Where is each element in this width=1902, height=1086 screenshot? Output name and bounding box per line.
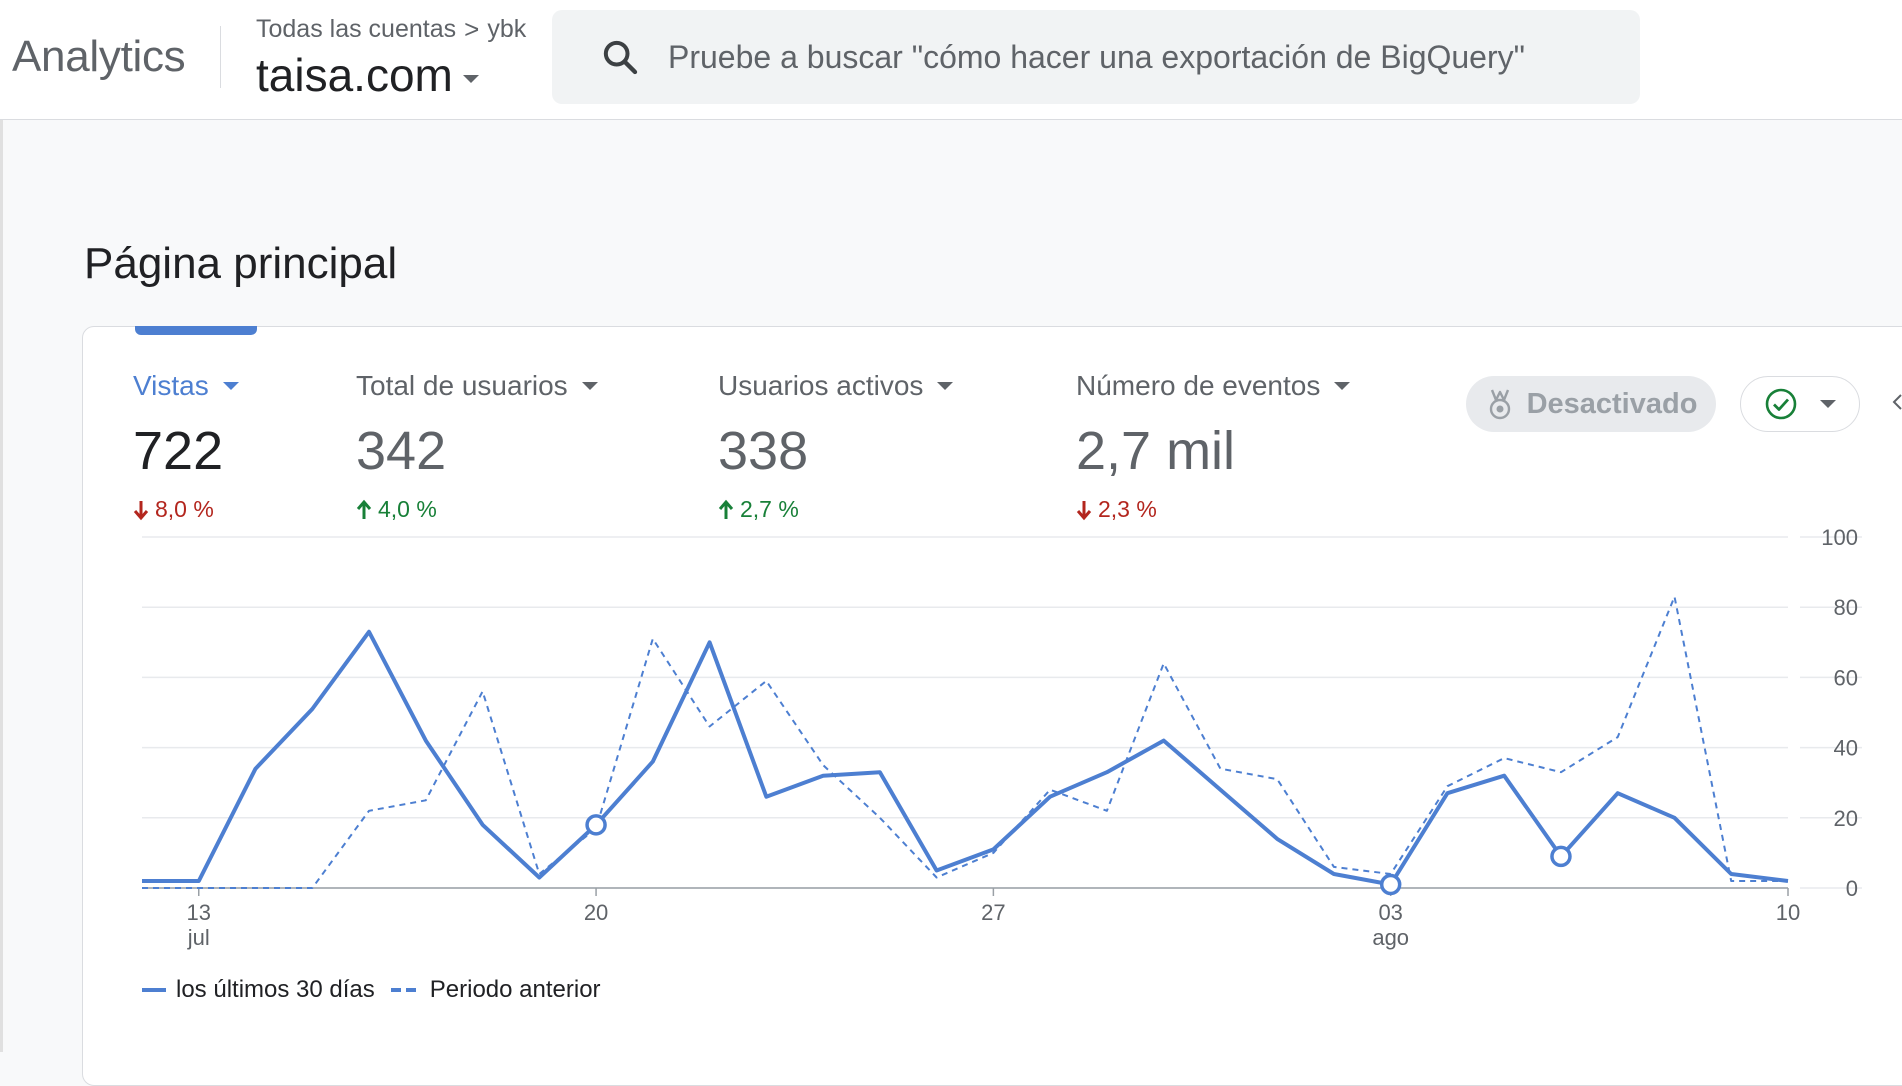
check-circle-icon	[1765, 388, 1797, 420]
chevron-down-icon	[1820, 400, 1836, 408]
breadcrumb-account[interactable]: ybk	[487, 15, 527, 43]
metric-event-count[interactable]: Número de eventos 2,7 mil 2,3 %	[1076, 370, 1351, 523]
metric-label-text: Número de eventos	[1076, 370, 1321, 401]
legend-swatch-solid	[142, 988, 166, 992]
metric-label-text: Usuarios activos	[718, 370, 924, 401]
metric-change: 8,0 %	[133, 496, 239, 523]
property-selector[interactable]: taisa.com	[256, 48, 479, 102]
overview-card	[82, 326, 1902, 1086]
metric-change-value: 8,0 %	[155, 496, 214, 522]
search-icon	[603, 40, 638, 75]
metric-change: 2,7 %	[718, 496, 953, 523]
metric-value: 2,7 mil	[1076, 421, 1236, 481]
metric-label[interactable]: Usuarios activos	[718, 370, 954, 402]
arrow-up-icon	[356, 499, 372, 519]
metric-change: 4,0 %	[356, 496, 598, 523]
arrow-up-icon	[718, 499, 734, 519]
metric-value: 342	[356, 421, 447, 481]
metric-label[interactable]: Vistas	[133, 370, 239, 402]
chevron-down-icon	[581, 382, 598, 390]
chevron-down-icon	[937, 382, 954, 390]
metric-views[interactable]: Vistas 722 8,0 %	[133, 370, 239, 523]
arrow-down-icon	[1076, 500, 1092, 520]
insights-disabled-button[interactable]: Desactivado	[1466, 376, 1716, 432]
metric-value: 338	[718, 421, 809, 481]
top-bar: Analytics Todas las cuentas > ybk taisa.…	[0, 0, 1902, 120]
breadcrumb-root[interactable]: Todas las cuentas	[256, 15, 457, 43]
chevron-down-icon	[462, 75, 479, 83]
chevron-down-icon	[1334, 382, 1351, 390]
metric-total-users[interactable]: Total de usuarios 342 4,0 %	[356, 370, 598, 523]
active-tab-indicator	[135, 326, 257, 335]
property-name: taisa.com	[256, 49, 453, 101]
metric-label[interactable]: Total de usuarios	[356, 370, 598, 402]
metric-change: 2,3 %	[1076, 496, 1350, 523]
chevron-down-icon	[222, 382, 239, 390]
left-rail	[0, 120, 3, 1052]
page-title: Página principal	[84, 239, 398, 289]
breadcrumb-separator: >	[464, 14, 480, 44]
breadcrumb[interactable]: Todas las cuentas > ybk	[256, 14, 526, 45]
arrow-down-icon	[133, 500, 149, 520]
chart-legend: los últimos 30 días Periodo anterior	[142, 976, 601, 1004]
chevron-left-icon[interactable]	[1892, 392, 1902, 412]
legend-swatch-dashed	[390, 988, 416, 992]
metric-active-users[interactable]: Usuarios activos 338 2,7 %	[718, 370, 954, 523]
metric-label-text: Total de usuarios	[356, 370, 568, 401]
header-divider	[220, 26, 221, 88]
metric-value: 722	[133, 421, 224, 481]
insights-disabled-label: Desactivado	[1526, 387, 1698, 420]
metric-change-value: 2,7 %	[740, 496, 799, 522]
metric-label-text: Vistas	[133, 370, 209, 401]
data-quality-button[interactable]	[1740, 376, 1860, 432]
legend-item-current: los últimos 30 días	[176, 976, 375, 1003]
metric-change-value: 2,3 %	[1098, 496, 1157, 522]
legend-item-previous: Periodo anterior	[429, 976, 601, 1003]
app-title[interactable]: Analytics	[12, 32, 186, 81]
insights-badge-icon	[1489, 389, 1510, 420]
search-input[interactable]	[666, 37, 1630, 77]
search-bar[interactable]	[552, 10, 1640, 104]
metric-change-value: 4,0 %	[378, 496, 437, 522]
metric-label[interactable]: Número de eventos	[1076, 370, 1351, 402]
